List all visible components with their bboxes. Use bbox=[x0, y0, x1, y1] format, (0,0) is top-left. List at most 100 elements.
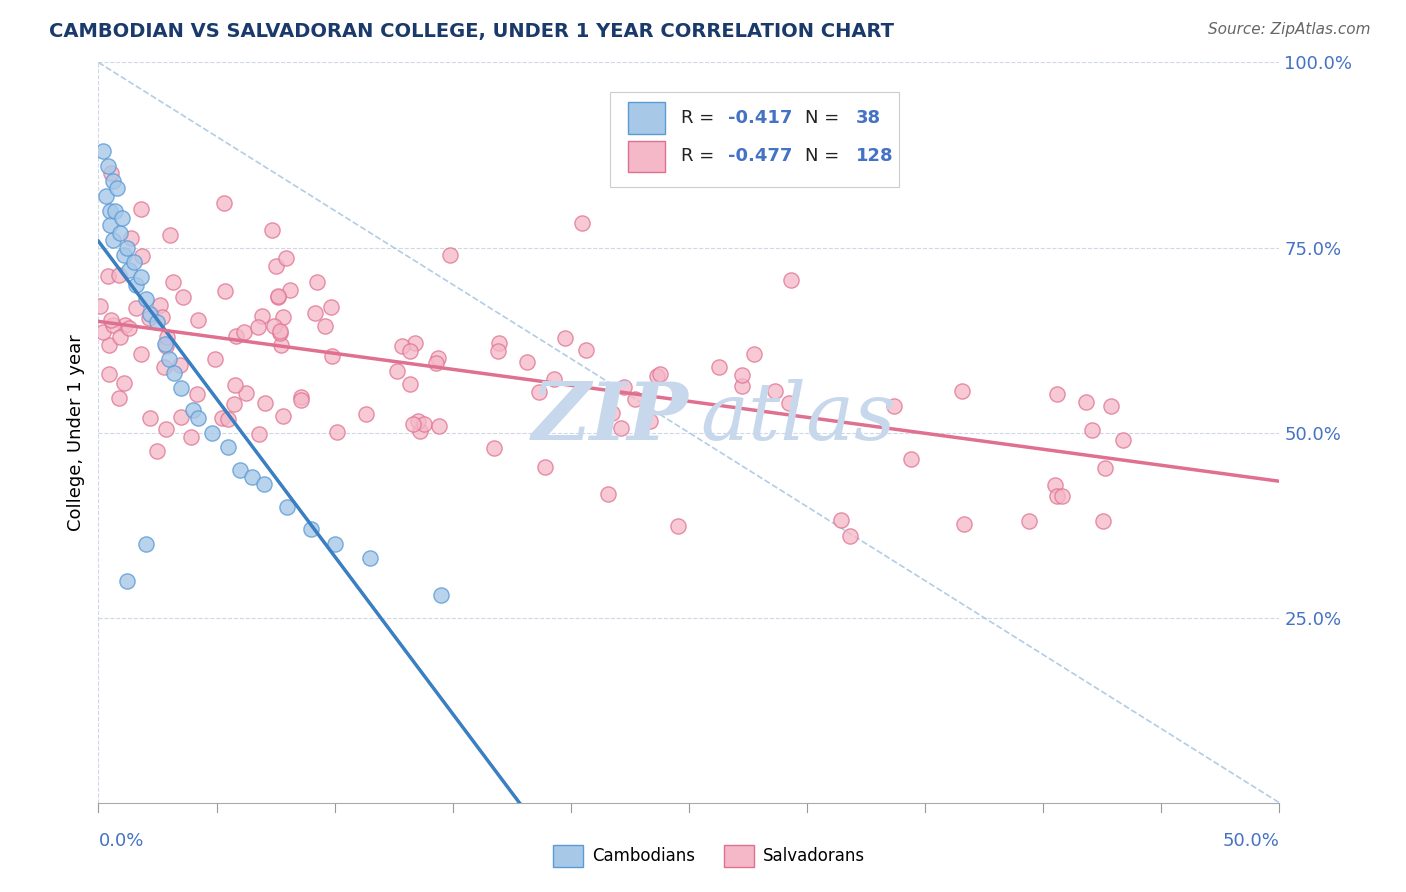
Point bbox=[115, 240, 138, 255]
Point bbox=[267, 290, 290, 304]
Point bbox=[1099, 399, 1122, 413]
Point bbox=[387, 364, 409, 378]
Point bbox=[1080, 423, 1102, 437]
Point bbox=[162, 275, 184, 289]
Point bbox=[429, 419, 451, 434]
Point bbox=[91, 326, 114, 340]
Point bbox=[122, 255, 145, 269]
Point bbox=[129, 270, 152, 285]
Point bbox=[269, 326, 291, 340]
Point bbox=[235, 386, 257, 401]
Point bbox=[217, 441, 239, 455]
Point bbox=[1052, 489, 1074, 503]
Point bbox=[169, 359, 191, 373]
Point bbox=[115, 574, 138, 588]
Point bbox=[150, 310, 173, 324]
Point bbox=[225, 329, 247, 343]
Point bbox=[129, 202, 152, 217]
Point bbox=[156, 329, 179, 343]
Point bbox=[267, 289, 290, 303]
Point bbox=[299, 522, 322, 536]
Point bbox=[270, 337, 292, 351]
Point bbox=[153, 336, 176, 351]
Point bbox=[172, 290, 194, 304]
Point bbox=[695, 166, 717, 180]
Text: Source: ZipAtlas.com: Source: ZipAtlas.com bbox=[1208, 22, 1371, 37]
Point bbox=[108, 268, 131, 282]
Point bbox=[112, 248, 135, 262]
Point bbox=[263, 319, 285, 334]
Point bbox=[409, 425, 432, 439]
Point bbox=[610, 421, 633, 435]
Point bbox=[97, 268, 120, 283]
Point bbox=[883, 399, 905, 413]
Point bbox=[1043, 478, 1066, 492]
Point bbox=[253, 395, 276, 409]
Point bbox=[108, 391, 131, 405]
Point bbox=[224, 397, 246, 411]
Point bbox=[104, 203, 127, 218]
Point bbox=[112, 376, 135, 390]
Point bbox=[159, 227, 181, 242]
Point bbox=[323, 536, 346, 550]
Point bbox=[276, 500, 298, 514]
Point bbox=[425, 356, 447, 370]
Bar bbox=[627, 103, 665, 134]
Point bbox=[187, 410, 209, 425]
Bar bbox=[724, 845, 754, 867]
Point bbox=[98, 367, 121, 381]
Text: Salvadorans: Salvadorans bbox=[763, 847, 866, 865]
Point bbox=[98, 338, 121, 352]
Point bbox=[482, 442, 505, 456]
Point bbox=[516, 355, 538, 369]
Point bbox=[398, 343, 420, 358]
Point bbox=[765, 384, 787, 398]
Point bbox=[118, 262, 141, 277]
Point bbox=[98, 219, 121, 233]
Point bbox=[89, 299, 111, 313]
Point bbox=[155, 339, 177, 353]
Point bbox=[488, 335, 510, 350]
Point bbox=[305, 275, 328, 289]
Text: -0.477: -0.477 bbox=[728, 147, 793, 165]
Point bbox=[253, 477, 276, 491]
Point bbox=[1046, 387, 1069, 401]
Text: Cambodians: Cambodians bbox=[592, 847, 695, 865]
Point bbox=[290, 392, 312, 407]
Point bbox=[170, 410, 193, 425]
Point bbox=[839, 529, 862, 543]
Y-axis label: College, Under 1 year: College, Under 1 year bbox=[66, 334, 84, 531]
Point bbox=[105, 181, 128, 195]
Point bbox=[214, 195, 236, 210]
Point bbox=[249, 427, 271, 442]
Point bbox=[356, 407, 378, 421]
Point bbox=[486, 344, 509, 359]
Point bbox=[624, 392, 647, 406]
Point bbox=[152, 359, 174, 374]
Point bbox=[1091, 514, 1114, 528]
Point bbox=[240, 470, 263, 484]
Point bbox=[135, 536, 157, 550]
Point bbox=[224, 378, 246, 392]
Point bbox=[129, 347, 152, 361]
Point bbox=[252, 310, 274, 324]
Point bbox=[406, 414, 429, 428]
Point bbox=[101, 174, 124, 188]
Point bbox=[138, 311, 160, 326]
Point bbox=[613, 380, 636, 394]
Point bbox=[118, 321, 141, 335]
Point bbox=[290, 390, 312, 404]
Point bbox=[1112, 433, 1135, 447]
Point bbox=[404, 336, 426, 351]
Point bbox=[1018, 514, 1040, 528]
Point bbox=[101, 233, 124, 247]
Point bbox=[98, 203, 121, 218]
Point bbox=[97, 159, 120, 173]
Point bbox=[950, 384, 973, 399]
Point bbox=[280, 283, 302, 297]
Text: ZIP: ZIP bbox=[531, 379, 689, 457]
Point bbox=[1046, 489, 1069, 503]
Text: 128: 128 bbox=[855, 147, 893, 165]
Point bbox=[779, 273, 801, 287]
Point bbox=[638, 414, 661, 428]
